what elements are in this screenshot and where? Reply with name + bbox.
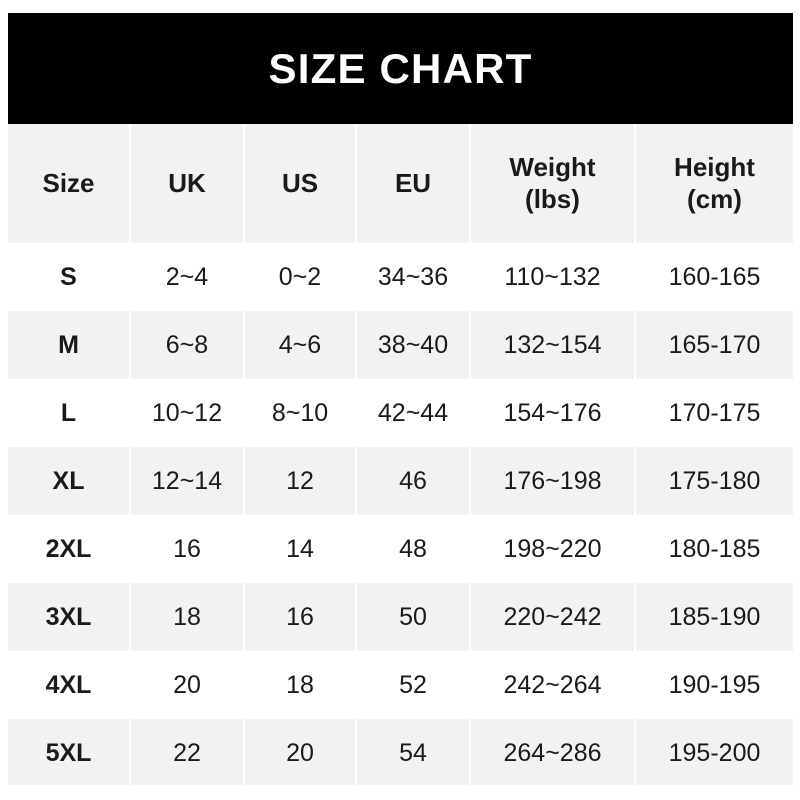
column-header-size: Size <box>8 124 131 243</box>
cell-eu: 38~40 <box>356 311 471 379</box>
cell-size: XL <box>8 447 131 515</box>
column-header-eu-label: EU <box>394 167 432 198</box>
cell-height: 195-200 <box>668 738 761 767</box>
table-row: S 2~4 0~2 34~36 110~132 160-165 <box>8 243 793 311</box>
cell-size: L <box>8 379 131 447</box>
cell-uk: 18 <box>130 583 245 651</box>
cell-us: 18 <box>244 651 357 719</box>
cell-uk: 20 <box>130 651 245 719</box>
cell-uk: 16 <box>130 515 245 583</box>
cell-weight: 220~242 <box>470 583 636 651</box>
cell-size: S <box>8 243 131 311</box>
cell-weight: 242~264 <box>470 651 636 719</box>
cell-height: 185-190 <box>668 602 761 631</box>
cell-weight: 110~132 <box>470 243 636 311</box>
cell-uk: 6~8 <box>130 311 245 379</box>
cell-height: 165-170 <box>668 330 761 359</box>
cell-us: 0~2 <box>244 243 357 311</box>
cell-height: 180-185 <box>668 534 761 563</box>
column-header-size-label: Size <box>42 167 95 198</box>
column-header-weight-unit: (lbs) <box>525 183 580 214</box>
cell-weight: 176~198 <box>470 447 636 515</box>
size-chart: SIZE CHART Size UK US EU <box>8 13 793 785</box>
table-row: 5XL 22 20 54 264~286 195-200 <box>8 719 793 785</box>
cell-us: 16 <box>244 583 357 651</box>
cell-us: 14 <box>244 515 357 583</box>
cell-size: 2XL <box>8 515 131 583</box>
column-header-weight: Weight (lbs) <box>470 124 636 243</box>
cell-size: 5XL <box>8 719 131 785</box>
cell-weight: 154~176 <box>470 379 636 447</box>
size-chart-table: Size UK US EU Weight (lbs) Height (cm) <box>8 124 793 785</box>
table-row: L 10~12 8~10 42~44 154~176 170-175 <box>8 379 793 447</box>
cell-height: 175-180 <box>668 466 761 495</box>
cell-eu: 34~36 <box>356 243 471 311</box>
column-header-weight-label: Weight <box>509 151 596 182</box>
cell-size: M <box>8 311 131 379</box>
cell-height: 190-195 <box>668 670 761 699</box>
table-row: 2XL 16 14 48 198~220 180-185 <box>8 515 793 583</box>
cell-uk: 12~14 <box>130 447 245 515</box>
column-header-us: US <box>244 124 357 243</box>
column-header-uk: UK <box>130 124 245 243</box>
cell-size: 3XL <box>8 583 131 651</box>
column-header-eu: EU <box>356 124 471 243</box>
table-row: 3XL 18 16 50 220~242 185-190 <box>8 583 793 651</box>
cell-eu: 48 <box>356 515 471 583</box>
cell-height: 170-175 <box>668 398 761 427</box>
cell-us: 20 <box>244 719 357 785</box>
cell-weight: 198~220 <box>470 515 636 583</box>
column-header-us-label: US <box>281 167 319 198</box>
table-row: M 6~8 4~6 38~40 132~154 165-170 <box>8 311 793 379</box>
cell-uk: 22 <box>130 719 245 785</box>
table-body: S 2~4 0~2 34~36 110~132 160-165 M 6~8 4~… <box>8 243 793 785</box>
cell-uk: 2~4 <box>130 243 245 311</box>
cell-eu: 42~44 <box>356 379 471 447</box>
cell-us: 4~6 <box>244 311 357 379</box>
column-header-height-label: Height <box>674 151 755 182</box>
table-row: 4XL 20 18 52 242~264 190-195 <box>8 651 793 719</box>
cell-weight: 264~286 <box>470 719 636 785</box>
column-header-height: Height (cm) <box>635 124 793 243</box>
cell-eu: 52 <box>356 651 471 719</box>
header-row: Size UK US EU Weight (lbs) Height (cm) <box>8 124 793 243</box>
page-title: SIZE CHART <box>268 44 533 92</box>
cell-eu: 50 <box>356 583 471 651</box>
cell-uk: 10~12 <box>130 379 245 447</box>
cell-eu: 54 <box>356 719 471 785</box>
cell-eu: 46 <box>356 447 471 515</box>
column-header-uk-label: UK <box>168 167 206 198</box>
cell-size: 4XL <box>8 651 131 719</box>
table-row: XL 12~14 12 46 176~198 175-180 <box>8 447 793 515</box>
cell-us: 8~10 <box>244 379 357 447</box>
table-header: Size UK US EU Weight (lbs) Height (cm) <box>8 124 793 243</box>
column-header-height-unit: (cm) <box>687 183 742 214</box>
cell-height: 160-165 <box>668 262 761 291</box>
chart-title-banner: SIZE CHART <box>8 13 793 124</box>
cell-weight: 132~154 <box>470 311 636 379</box>
cell-us: 12 <box>244 447 357 515</box>
